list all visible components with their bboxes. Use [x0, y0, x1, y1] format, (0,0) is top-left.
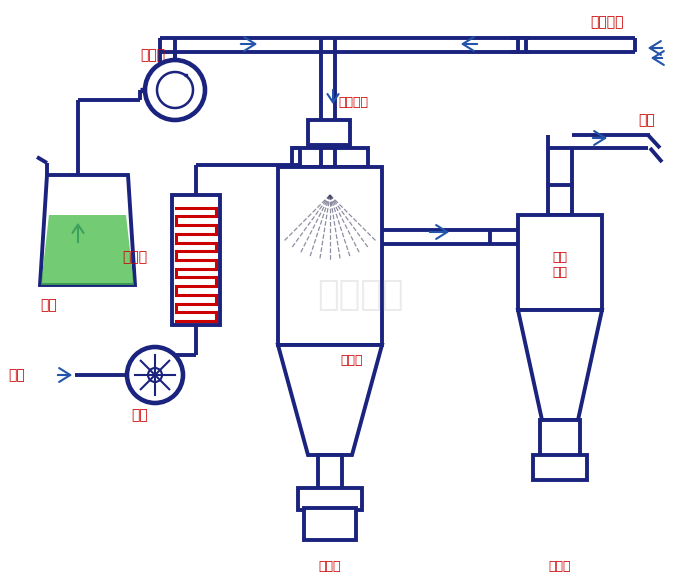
Bar [278, 167, 382, 345]
Bar [172, 195, 220, 325]
Text: 干燥瓶: 干燥瓶 [340, 354, 363, 366]
Bar [533, 455, 587, 480]
Bar [304, 508, 356, 540]
Text: 风机: 风机 [132, 408, 148, 422]
Bar [518, 215, 602, 310]
Circle shape [148, 368, 162, 382]
Bar [318, 455, 342, 490]
Text: 收料瓶: 收料瓶 [549, 560, 572, 574]
Bar [518, 38, 526, 52]
Bar [548, 185, 572, 215]
Text: 上海欧蒙: 上海欧蒙 [317, 278, 403, 312]
Text: 收料瓶: 收料瓶 [319, 560, 341, 574]
Bar [540, 420, 580, 460]
Text: 雾化喷头: 雾化喷头 [338, 96, 368, 110]
Text: 尾气: 尾气 [638, 113, 655, 127]
Bar [298, 488, 362, 510]
Text: 压缩空气: 压缩空气 [590, 15, 624, 29]
Circle shape [127, 347, 183, 403]
Text: 旋风
分离: 旋风 分离 [552, 251, 567, 279]
Bar [308, 120, 350, 145]
Text: 进料泵: 进料泵 [140, 48, 165, 62]
Circle shape [145, 60, 205, 120]
Text: 空气: 空气 [8, 368, 25, 382]
Text: 原料: 原料 [40, 298, 57, 312]
Polygon shape [278, 345, 382, 455]
Polygon shape [41, 215, 134, 285]
Polygon shape [40, 175, 135, 285]
Text: 加热器: 加热器 [122, 250, 147, 264]
Bar [292, 148, 368, 167]
Polygon shape [518, 310, 602, 420]
